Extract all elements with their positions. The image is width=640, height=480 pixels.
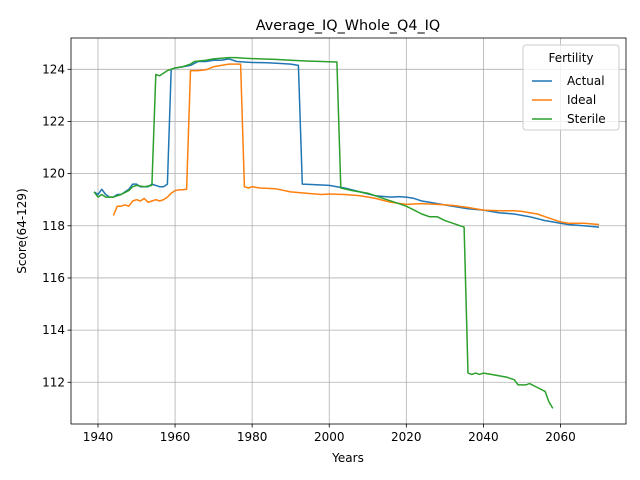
legend-label-ideal: Ideal bbox=[567, 93, 596, 107]
x-axis-label: Years bbox=[331, 451, 364, 465]
x-tick-label: 2040 bbox=[468, 430, 499, 444]
x-tick-label: 2020 bbox=[391, 430, 422, 444]
legend: Fertility Actual Ideal Sterile bbox=[522, 44, 620, 131]
y-tick-label: 116 bbox=[42, 271, 65, 285]
legend-box bbox=[522, 44, 620, 131]
x-tick-label: 1980 bbox=[237, 430, 268, 444]
y-axis-ticks: 112 114 116 118 120 122 124 bbox=[42, 62, 71, 389]
series-layer bbox=[93, 56, 600, 409]
legend-label-sterile: Sterile bbox=[567, 112, 606, 126]
legend-label-actual: Actual bbox=[567, 74, 605, 88]
legend-title: Fertility bbox=[548, 51, 593, 65]
x-axis-ticks: 1940 1960 1980 2000 2020 2040 2060 bbox=[83, 424, 576, 444]
plot-frame bbox=[70, 37, 627, 425]
x-tick-label: 1960 bbox=[160, 430, 191, 444]
y-tick-label: 122 bbox=[42, 114, 65, 128]
y-grid-lines bbox=[71, 68, 626, 383]
y-tick-label: 120 bbox=[42, 167, 65, 181]
series-line-sterile bbox=[93, 56, 554, 409]
y-tick-label: 118 bbox=[42, 219, 65, 233]
x-grid-lines bbox=[97, 38, 561, 424]
y-axis-label: Score(64-129) bbox=[15, 188, 29, 273]
x-tick-label: 1940 bbox=[83, 430, 114, 444]
series-line-ideal bbox=[112, 63, 600, 226]
x-tick-label: 2060 bbox=[545, 430, 576, 444]
y-tick-label: 124 bbox=[42, 62, 65, 76]
series-line-actual bbox=[93, 58, 600, 228]
chart-title: Average_IQ_Whole_Q4_IQ bbox=[256, 18, 441, 34]
legend-items: Actual Ideal Sterile bbox=[532, 74, 606, 126]
y-tick-label: 114 bbox=[42, 323, 65, 337]
y-tick-label: 112 bbox=[42, 375, 65, 389]
x-tick-label: 2000 bbox=[314, 430, 345, 444]
